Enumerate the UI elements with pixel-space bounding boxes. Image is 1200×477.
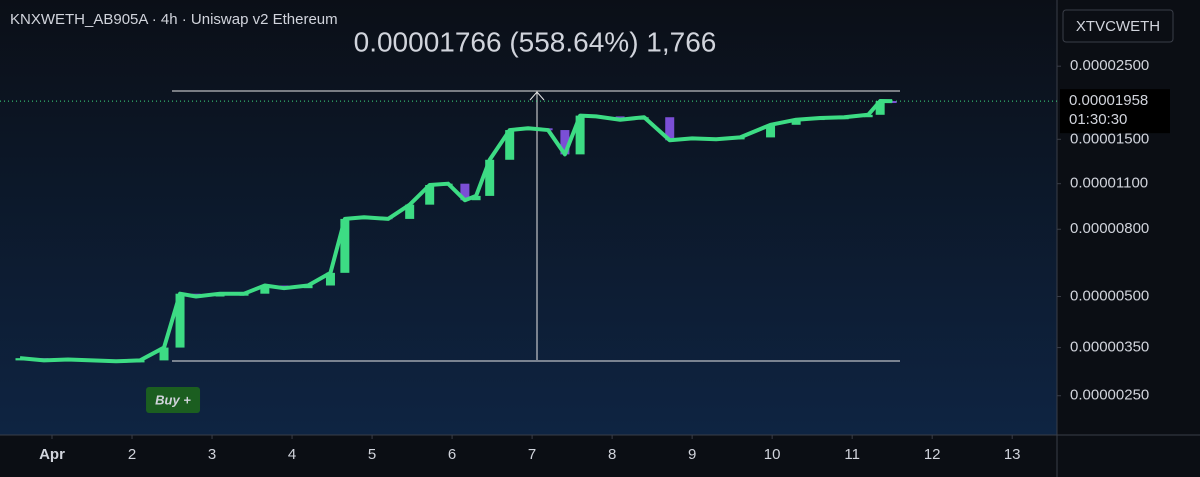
last-price-box xyxy=(1060,89,1170,134)
candle xyxy=(665,117,675,141)
y-tick-label: 0.00001100 xyxy=(1070,175,1148,192)
last-price-label: 0.00001958 xyxy=(1069,92,1148,109)
x-tick-label: Apr xyxy=(39,446,65,463)
price-axis-panel xyxy=(1057,0,1200,477)
candle xyxy=(425,184,435,205)
candle xyxy=(340,218,350,273)
candle xyxy=(405,204,415,219)
candle xyxy=(875,101,885,115)
x-tick-label: 6 xyxy=(448,446,456,463)
candle xyxy=(175,293,185,348)
y-tick-label: 0.00000500 xyxy=(1070,287,1149,304)
y-tick-label: 0.00000250 xyxy=(1070,387,1149,404)
symbol-box[interactable] xyxy=(1062,9,1174,43)
x-tick-label: 5 xyxy=(368,446,376,463)
x-tick-label: 11 xyxy=(844,446,860,463)
plot-background xyxy=(0,0,1057,435)
candle xyxy=(471,195,481,201)
measure-arrow xyxy=(529,91,545,101)
candle xyxy=(325,272,335,286)
x-tick-label: 13 xyxy=(1004,446,1021,463)
symbol[interactable]: XTVCWETH xyxy=(1076,18,1160,35)
candle xyxy=(766,124,776,138)
measure-label: 0.00001766 (558.64%) 1,766 xyxy=(354,26,717,57)
y-tick-label: 0.00000350 xyxy=(1070,339,1149,356)
trend-line xyxy=(19,99,893,364)
candle xyxy=(485,159,495,196)
x-tick-label: 9 xyxy=(688,446,696,463)
time-axis-panel xyxy=(0,435,1057,477)
signal-box xyxy=(146,387,201,413)
y-tick-label: 0.00001500 xyxy=(1070,130,1149,147)
signal-label: Buy + xyxy=(155,392,191,407)
x-tick-label: 7 xyxy=(528,446,536,463)
x-tick-label: 12 xyxy=(924,446,941,463)
candle xyxy=(505,130,515,160)
countdown: 01:30:30 xyxy=(1069,111,1127,128)
candle xyxy=(260,285,270,294)
candle xyxy=(159,347,169,361)
plot xyxy=(15,99,897,364)
candle xyxy=(460,183,470,201)
chart-title: KNXWETH_AB905A · 4h · Uniswap v2 Ethereu… xyxy=(10,11,338,28)
candle xyxy=(791,119,801,125)
y-tick-label: 0.00000800 xyxy=(1070,220,1149,237)
candle xyxy=(887,101,897,104)
x-tick-label: 10 xyxy=(764,446,781,463)
x-tick-label: 8 xyxy=(608,446,616,463)
y-tick-label: 0.00002500 xyxy=(1070,57,1149,74)
candle xyxy=(560,130,570,155)
candle xyxy=(575,115,585,155)
x-tick-label: 2 xyxy=(128,446,136,463)
x-tick-label: 3 xyxy=(208,446,216,463)
x-tick-label: 4 xyxy=(288,446,296,463)
